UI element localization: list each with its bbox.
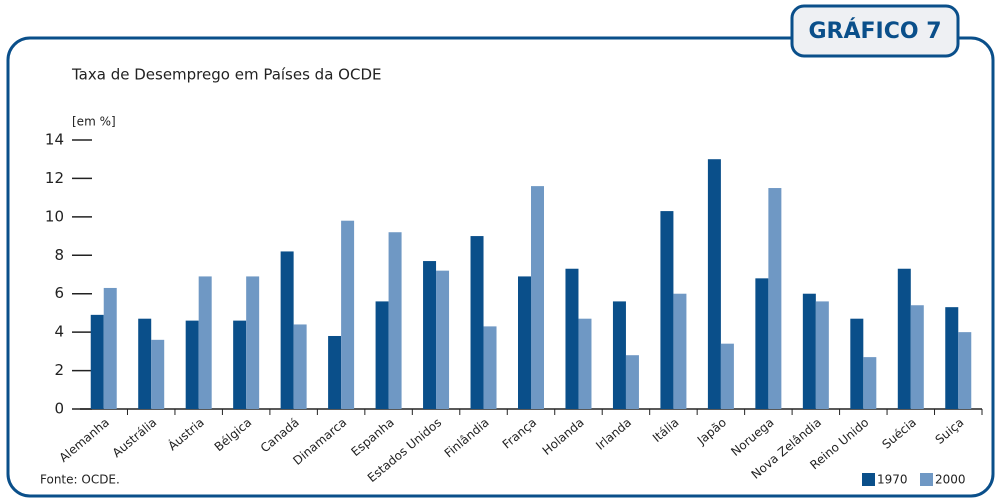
bar [850, 318, 864, 409]
bar [815, 301, 829, 409]
bar [910, 305, 924, 409]
bar [388, 232, 402, 409]
badge-box [790, 4, 960, 58]
badge: GRÁFICO 7 [808, 18, 941, 44]
bar [531, 186, 544, 409]
y-tick-label: 2 [54, 361, 64, 379]
legend-swatch [862, 473, 875, 486]
y-tick-label: 8 [54, 246, 64, 264]
bar [103, 287, 117, 409]
bar [958, 332, 972, 409]
bar [578, 318, 592, 409]
y-axis-label: [em %] [72, 115, 116, 129]
bar [660, 211, 674, 409]
legend-swatch [920, 473, 933, 486]
y-tick-label: 6 [54, 284, 64, 302]
bar [673, 293, 687, 409]
bar [483, 326, 497, 409]
bar [565, 268, 579, 409]
legend-label: 1970 [877, 473, 908, 487]
bar [280, 251, 294, 409]
bar [185, 320, 199, 409]
source: Fonte: OCDE. [40, 473, 120, 487]
y-tick-label: 0 [54, 400, 64, 418]
bar [768, 188, 782, 409]
y-tick-label: 12 [45, 169, 64, 187]
bar [945, 307, 959, 409]
bar [246, 276, 260, 409]
y-tick-label: 10 [45, 207, 64, 225]
bar [151, 339, 165, 409]
bar [612, 301, 626, 409]
bar [802, 293, 816, 409]
bar [138, 318, 152, 409]
bar [436, 270, 450, 409]
bar [755, 278, 769, 409]
bar [625, 355, 639, 409]
bar [198, 276, 212, 409]
bar [328, 335, 342, 409]
bar [897, 268, 911, 409]
bar [90, 314, 104, 409]
bar [375, 301, 389, 409]
y-tick-label: 4 [54, 323, 64, 341]
bar [423, 261, 437, 409]
bar [720, 343, 734, 409]
bar [293, 324, 307, 409]
bar [863, 357, 877, 409]
bar [707, 159, 721, 409]
bar [470, 236, 484, 409]
chart-title: Taxa de Desemprego em Países da OCDE [71, 66, 381, 84]
bar [233, 320, 247, 409]
y-tick-label: 14 [45, 131, 64, 149]
bar [341, 220, 355, 409]
bar [518, 276, 531, 409]
legend-label: 2000 [935, 473, 966, 487]
